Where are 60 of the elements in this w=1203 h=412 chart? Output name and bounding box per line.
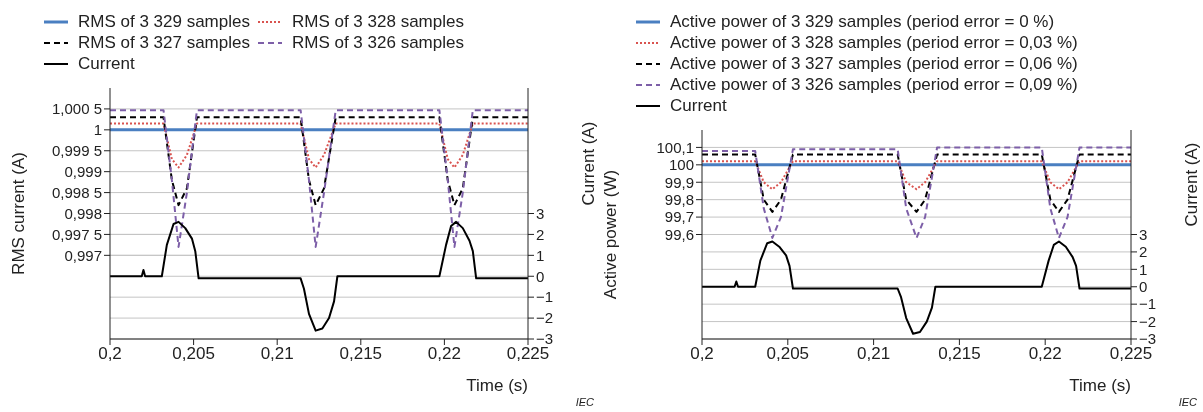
- y-tick-label: 0,997 5: [51, 225, 102, 243]
- y-tick-label: 0,998: [64, 204, 102, 222]
- y-tick-label: 99,7: [664, 208, 694, 226]
- y2-tick-label: −1: [536, 288, 554, 306]
- y-tick-label: 1,000 5: [51, 100, 102, 118]
- y-tick-label: 99,6: [664, 225, 694, 243]
- y2-tick-label: 1: [536, 246, 545, 264]
- y-tick-label: 0,998 5: [51, 183, 102, 201]
- legend-label: RMS of 3 326 samples: [291, 33, 464, 53]
- x-tick-label: 0,215: [339, 344, 383, 364]
- y-tick-label: 1: [93, 121, 102, 139]
- legend-label: Current: [670, 96, 727, 116]
- line-series: [110, 220, 528, 332]
- y2-tick-label: −2: [536, 309, 554, 327]
- line-series: [702, 240, 1131, 335]
- y2-tick-label: −1: [1139, 295, 1157, 313]
- x-tick-label: 0,22: [427, 344, 461, 364]
- legend-label: Active power of 3 328 samples (period error = 0,03 %): [670, 33, 1078, 53]
- line-series: [110, 116, 528, 207]
- legend-label: Active power of 3 327 samples (period error = 0,06 %): [670, 54, 1078, 74]
- legend-label: RMS of 3 327 samples: [78, 33, 250, 53]
- y2-tick-label: −2: [1139, 312, 1157, 330]
- y2-tick-label: 3: [1139, 225, 1148, 243]
- y2-tick-label: 2: [536, 225, 545, 243]
- text: IEC: [575, 396, 594, 408]
- y-tick-label: 100: [668, 156, 694, 174]
- y-tick-label: 0,997: [64, 246, 102, 264]
- y-tick-label: 100,1: [656, 138, 694, 156]
- legend-label: Current: [78, 54, 135, 74]
- y2-axis-title: Current (A): [1182, 142, 1202, 227]
- x-tick-label: 0,205: [766, 344, 810, 364]
- y2-tick-label: 3: [536, 204, 545, 222]
- y2-tick-label: 0: [1139, 278, 1148, 296]
- x-tick-label: 0,22: [1028, 344, 1062, 364]
- line-series: [110, 122, 528, 169]
- y2-axis-title: Current (A): [579, 121, 599, 206]
- legend-label: RMS of 3 329 samples: [78, 12, 250, 32]
- x-tick-label: 0,21: [260, 344, 294, 364]
- line-series: [702, 146, 1131, 239]
- x-axis-title: Time (s): [1069, 376, 1131, 395]
- x-tick-label: 0,205: [172, 344, 215, 364]
- legend-label: Active power of 3 326 samples (period error = 0,09 %): [670, 75, 1078, 95]
- y2-tick-label: 1: [1139, 260, 1148, 278]
- legend-label: Active power of 3 329 samples (period error = 0 %): [670, 12, 1055, 32]
- x-axis-title: Time (s): [466, 376, 528, 395]
- y-tick-label: 99,8: [664, 190, 694, 208]
- y-axis-title: RMS current (A): [9, 152, 29, 275]
- y-tick-label: 0,999 5: [51, 142, 102, 160]
- text: IEC: [1178, 396, 1197, 408]
- y-tick-label: 0,999: [64, 162, 102, 180]
- x-tick-label: 0,2: [690, 344, 714, 364]
- x-tick-label: 0,215: [938, 344, 981, 364]
- y2-tick-label: 2: [1139, 243, 1148, 261]
- x-tick-label: 0,21: [857, 344, 891, 364]
- legend-label: RMS of 3 328 samples: [291, 12, 464, 32]
- y-tick-label: 99,9: [664, 173, 694, 191]
- y2-tick-label: 0: [536, 267, 545, 285]
- line-series: [110, 109, 528, 248]
- y-axis-title: Active power (W): [601, 169, 621, 300]
- x-tick-label: 0,2: [98, 344, 122, 364]
